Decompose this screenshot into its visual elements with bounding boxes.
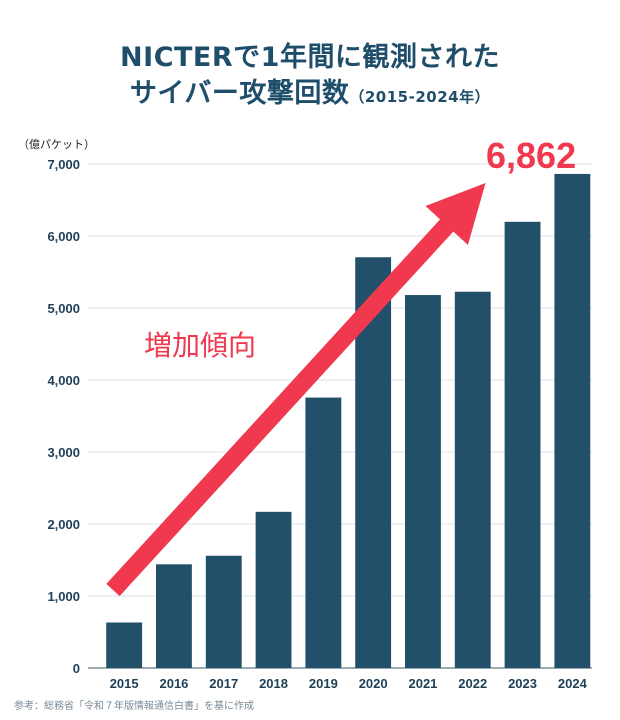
bar-2022 [454,291,491,668]
title-period: （2015-2024年） [349,88,491,106]
y-tick-label: 0 [73,661,80,676]
y-axis-ticks: 0 1,000 2,000 3,000 4,000 5,000 6,000 7,000 [47,157,80,676]
x-tick-label: 2021 [408,676,437,691]
source-note: 参考：総務省「令和７年版情報通信白書」を基に作成 [14,701,254,712]
x-tick-label: 2019 [309,676,338,691]
x-tick-label: 2024 [558,676,588,691]
bar-2019 [305,397,342,668]
chart-title: NICTERで1年間に観測された サイバー攻撃回数（2015-2024年） [0,40,620,115]
bars [106,173,591,669]
bar-2016 [156,564,192,668]
x-tick-label: 2015 [110,676,139,691]
title-line-1: NICTERで1年間に観測された [120,42,500,73]
y-tick-label: 1,000 [47,589,80,604]
x-tick-label: 2018 [259,676,288,691]
callout-value-label: 6,862 [486,135,576,176]
trend-arrow [106,183,486,597]
y-axis-unit-label: （億パケット） [18,138,95,151]
x-tick-label: 2017 [209,676,238,691]
y-tick-label: 4,000 [47,373,80,388]
y-tick-label: 2,000 [47,517,80,532]
trend-label: 増加傾向 [144,329,256,362]
y-tick-label: 3,000 [47,445,80,460]
bar-2023 [504,221,541,669]
bar-chart: 0 1,000 2,000 3,000 4,000 5,000 6,000 7,000 201… [47,135,592,691]
x-axis-ticks: 2015 2016 2017 2018 2019 2020 2021 2022 2023 2024 [110,676,588,691]
x-tick-label: 2020 [359,676,388,691]
x-tick-label: 2022 [458,676,487,691]
x-tick-label: 2023 [508,676,537,691]
bar-2024 [554,173,591,668]
bar-2017 [205,555,242,668]
x-tick-label: 2016 [159,676,188,691]
title-line-2: サイバー攻撃回数（2015-2024年） [0,76,620,115]
bar-2015 [106,622,143,668]
y-tick-label: 5,000 [47,301,80,316]
bar-2021 [405,295,441,668]
y-tick-label: 6,000 [47,229,80,244]
y-tick-label: 7,000 [47,157,80,172]
title-line-2-main: サイバー攻撃回数 [129,78,350,109]
bar-2018 [255,511,292,668]
